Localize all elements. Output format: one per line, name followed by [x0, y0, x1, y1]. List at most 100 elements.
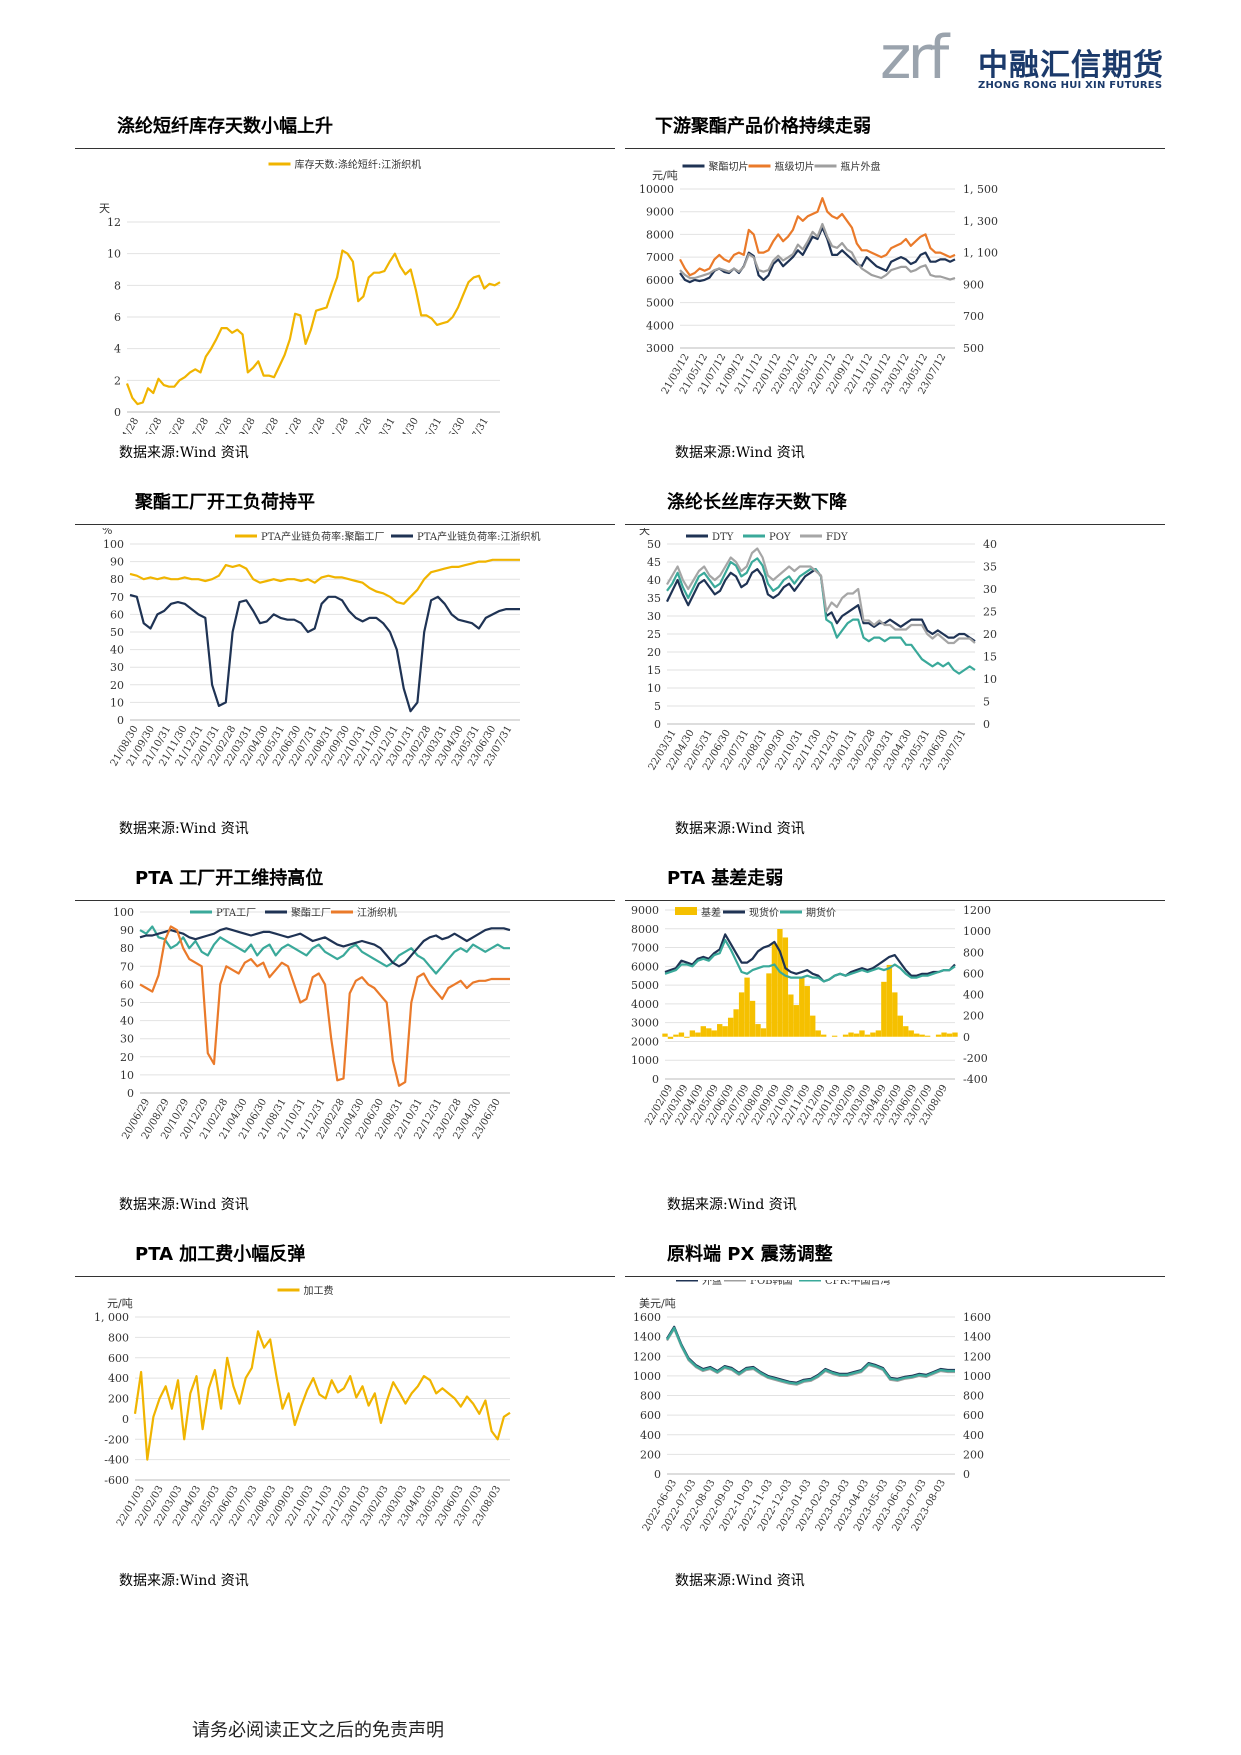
title-rule — [75, 148, 615, 149]
y-tick-label: 8 — [114, 279, 121, 292]
y-tick-label: 15 — [647, 664, 661, 677]
y-tick-label: 70 — [120, 960, 134, 973]
y2-tick-label: 25 — [983, 606, 997, 619]
basis-bar — [941, 1032, 947, 1037]
basis-bar — [755, 1024, 761, 1037]
basis-bar — [771, 943, 778, 1037]
series-line — [679, 226, 956, 284]
title-rule — [625, 900, 1165, 901]
y2-tick-label: -400 — [963, 1073, 988, 1086]
basis-bar — [662, 1033, 668, 1037]
y-tick-label: 45 — [647, 556, 661, 569]
legend-label: 聚酯工厂 — [291, 907, 331, 919]
basis-bar — [892, 992, 898, 1037]
y-tick-label: 1000 — [631, 1054, 659, 1067]
logo-en-name: ZHONG RONG HUI XIN FUTURES — [978, 80, 1163, 91]
basis-bar — [820, 1034, 827, 1037]
y-tick-label: 10 — [647, 682, 661, 695]
y2-tick-label: 500 — [963, 342, 984, 355]
legend-label: FOB韩国 — [750, 1280, 793, 1287]
y-tick-label: 1600 — [633, 1311, 661, 1324]
chart-title: 原料端 PX 震荡调整 — [667, 1244, 833, 1265]
y-tick-label: 6000 — [646, 274, 674, 287]
series-line — [139, 925, 510, 975]
y-tick-label: 30 — [110, 661, 124, 674]
basis-bar — [799, 977, 805, 1037]
series-line — [679, 222, 956, 281]
basis-bar — [782, 937, 789, 1037]
chart-short-fiber-inventory: 024681012天22/04/2822/05/2822/06/2822/07/… — [99, 158, 501, 434]
y2-tick-label: 400 — [963, 1429, 984, 1442]
logo-mark: zrf — [880, 23, 949, 93]
y2-tick-label: -200 — [963, 1052, 988, 1065]
basis-bar — [886, 964, 893, 1037]
legend-label: 库存天数:涤纶短纤:江浙织机 — [295, 158, 422, 171]
series-line — [666, 1326, 955, 1385]
y-tick-label: 4000 — [631, 998, 659, 1011]
data-source: 数据来源:Wind 资讯 — [119, 821, 249, 837]
basis-bar — [678, 1032, 685, 1037]
legend-label: PTA产业链负荷率:聚酯工厂 — [261, 530, 384, 543]
y-tick-label: 400 — [108, 1372, 129, 1385]
panel-polyester-prices: 下游聚酯产品价格持续走弱 3000 4000 5000 6000 7000 8000 900… — [625, 112, 1165, 467]
y-tick-label: 10 — [110, 696, 124, 709]
legend-label: 聚酯切片 — [709, 160, 749, 173]
y-tick-label: 80 — [110, 573, 124, 586]
y-unit-label: 天 — [639, 528, 650, 537]
y-tick-label: 60 — [120, 978, 134, 991]
legend-label: 现货价 — [749, 906, 779, 919]
data-source: 数据来源:Wind 资讯 — [675, 821, 805, 837]
basis-bar — [875, 1030, 882, 1037]
chart-title: 聚酯工厂开工负荷持平 — [135, 492, 315, 513]
basis-bar — [788, 994, 794, 1037]
y-tick-label: -600 — [104, 1474, 129, 1487]
chart-polyester-load: 0102030405060708090100%21/08/3021/09/302… — [102, 528, 540, 768]
y2-tick-label: 30 — [983, 583, 997, 596]
y-tick-label: 4 — [114, 343, 121, 356]
y-tick-label: 0 — [122, 1413, 129, 1426]
series-line — [679, 196, 956, 277]
panel-filament-inventory: 涤纶长丝库存天数下降 0 5 10 15 20 25 30 35 40 45 50 天 0 5 10 15 20… — [625, 488, 1165, 843]
y2-tick-label: 1, 100 — [963, 247, 998, 260]
y-tick-label: 1, 000 — [94, 1311, 129, 1324]
y2-tick-label: 35 — [983, 561, 997, 574]
y-tick-label: 100 — [113, 906, 134, 919]
y-tick-label: 1000 — [633, 1370, 661, 1383]
legend-label: 外盘 — [702, 1280, 722, 1287]
y-tick-label: 0 — [654, 718, 661, 731]
y-tick-label: 6 — [114, 311, 121, 324]
data-source: 数据来源:Wind 资讯 — [667, 1197, 797, 1213]
y2-tick-label: 10 — [983, 673, 997, 686]
y2-tick-label: 600 — [963, 967, 984, 980]
basis-bar — [903, 1026, 909, 1037]
y2-tick-label: 40 — [983, 538, 997, 551]
y-tick-label: 12 — [107, 216, 121, 229]
basis-bar — [749, 1000, 756, 1037]
data-source: 数据来源:Wind 资讯 — [119, 1573, 249, 1589]
basis-bar — [700, 1026, 706, 1037]
logo-cn-name: 中融汇信期货 — [978, 48, 1164, 83]
panel-pta-load: PTA 工厂开工维持高位 0102030405060708090100%20/0… — [75, 864, 615, 1219]
y2-tick-label: 0 — [963, 1468, 970, 1481]
basis-bar — [919, 1034, 925, 1037]
basis-bar — [848, 1032, 854, 1037]
basis-bar — [924, 1035, 931, 1037]
basis-bar — [711, 1030, 717, 1037]
basis-bar — [804, 986, 810, 1037]
y-tick-label: 7000 — [631, 942, 659, 955]
chart-title: PTA 加工费小幅反弹 — [135, 1244, 306, 1265]
basis-bar — [744, 977, 750, 1037]
basis-bar — [738, 992, 745, 1037]
basis-bar — [695, 1032, 701, 1037]
legend-label: 瓶级切片 — [775, 160, 815, 173]
y-tick-label: 35 — [647, 592, 661, 605]
y-tick-label: 0 — [127, 1087, 134, 1100]
basis-bar — [842, 1034, 849, 1037]
title-rule — [625, 1276, 1165, 1277]
basis-bar — [881, 981, 887, 1037]
y-tick-label: 0 — [652, 1073, 659, 1086]
company-logo: zrf 中融汇信期货 ZHONG RONG HUI XIN FUTURES — [880, 28, 1180, 98]
data-source: 数据来源:Wind 资讯 — [119, 1197, 249, 1213]
panel-px: 原料端 PX 震荡调整 0 200 400 600 800 1000 1200 1400 160… — [625, 1240, 1165, 1595]
